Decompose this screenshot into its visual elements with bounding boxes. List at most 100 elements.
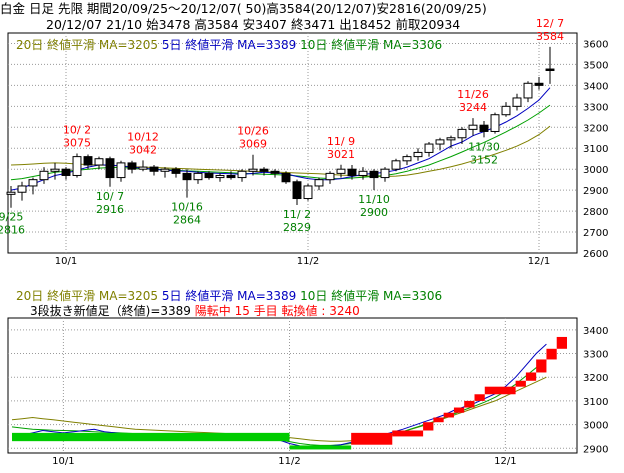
bricks-ytick-label: 2900 (583, 444, 608, 455)
price-ytick-label: 2700 (583, 228, 608, 239)
candle-body (303, 185, 313, 200)
candle-body (534, 82, 544, 86)
candle-body (6, 191, 16, 195)
low-annotation-value: 2916 (96, 203, 124, 216)
ma5-legend-bottom: 5日 終値平滑 MA=3389 (161, 289, 297, 303)
candle-body (226, 174, 236, 179)
price-ytick-label: 3400 (583, 81, 608, 92)
ma10-legend: 10日 終値平滑 MA=3306 (300, 38, 443, 52)
high-annotation-value: 3069 (239, 138, 267, 151)
candle-body (446, 137, 456, 141)
breakout-turn: 転換値 : 3240 (281, 304, 360, 318)
candle-body (457, 128, 467, 139)
candle-body (39, 170, 49, 181)
candle-body (61, 168, 71, 176)
bricks-xtick-label: 11/2 (278, 456, 300, 467)
candle-body (501, 105, 511, 116)
low-annotation-value: 2829 (283, 221, 311, 234)
ma5-legend: 5日 終値平滑 MA=3389 (161, 38, 297, 52)
low-annotation-date: 10/16 (171, 201, 203, 214)
bricks-ytick-label: 3200 (583, 373, 608, 384)
high-annotation-value: 3244 (459, 101, 487, 114)
price-ytick-label: 3500 (583, 60, 608, 71)
breakout-status: 陽転中 (194, 304, 231, 318)
candle-body (545, 68, 555, 72)
candle-body (490, 114, 500, 132)
candle-body (424, 143, 434, 153)
price-xtick-label: 11/2 (297, 256, 319, 267)
price-ytick-label: 3300 (583, 102, 608, 113)
low-annotation-date: 11/10 (358, 193, 390, 206)
candle-body (50, 168, 60, 172)
candle-body (149, 166, 159, 172)
bricks-ytick-label: 3000 (583, 421, 608, 432)
candle-body (116, 162, 126, 179)
ma20-legend-bottom: 20日 終値平滑 MA=3205 (16, 289, 159, 303)
ma10-legend-bottom: 10日 終値平滑 MA=3306 (300, 289, 443, 303)
low-annotation-date: 9/25 (0, 211, 23, 224)
candle-body (127, 162, 137, 170)
high-annotation-date: 11/26 (457, 88, 489, 101)
brick-up (536, 359, 547, 373)
bricks-xtick-label: 10/1 (52, 456, 74, 467)
price-ytick-label: 3100 (583, 144, 608, 155)
candle-body (215, 174, 225, 179)
candle-body (292, 181, 302, 200)
candle-body (413, 151, 423, 158)
candle-body (391, 160, 401, 170)
candle-body (435, 139, 445, 145)
breakout-count: 15 手目 (234, 304, 278, 318)
candle-body (402, 156, 412, 162)
bricks-xtick-label: 12/1 (494, 456, 516, 467)
candle-body (28, 179, 38, 187)
high-annotation-date: 12/ 7 (536, 17, 564, 30)
brick-up (556, 336, 567, 349)
candle-body (193, 172, 203, 181)
header-line-2: 20/12/07 21/10 始3478 高3584 安3407 終3471 出… (46, 17, 461, 32)
candle-body (336, 168, 346, 174)
ma-legend-bottom: 20日 終値平滑 MA=3205 5日 終値平滑 MA=3389 10日 終値平… (16, 289, 442, 303)
candle-body (479, 124, 489, 132)
brick-up (443, 412, 454, 418)
price-xtick-label: 12/1 (528, 256, 550, 267)
candle-body (105, 158, 115, 179)
breakout-info: 3段抜き新値足（終値)=3389 陽転中 15 手目 転換値 : 3240 (30, 304, 360, 318)
low-annotation-date: 11/ 2 (283, 208, 311, 221)
bricks-ytick-label: 3400 (583, 326, 608, 337)
candle-body (325, 172, 335, 181)
brick-down (12, 432, 290, 442)
low-annotation-date: 10/ 7 (96, 190, 124, 203)
bricks-frame (7, 317, 578, 454)
candle-body (182, 172, 192, 181)
candle-body (523, 82, 533, 99)
high-annotation-value: 3042 (129, 143, 157, 156)
low-annotation-value: 2864 (173, 214, 201, 227)
ma20-legend: 20日 終値平滑 MA=3205 (16, 38, 159, 52)
price-ytick-label: 2900 (583, 186, 608, 197)
low-annotation-date: 11/30 (468, 140, 500, 153)
candle-body (259, 168, 269, 172)
breakout-close: 3段抜き新値足（終値)=3389 (30, 304, 191, 318)
price-ytick-label: 3600 (583, 39, 608, 50)
brick-up (484, 386, 516, 395)
brick-down (289, 445, 352, 450)
high-annotation-date: 11/ 9 (327, 135, 355, 148)
candle-body (94, 158, 104, 166)
brick-up (515, 380, 526, 387)
brick-up (453, 407, 465, 413)
brick-up (392, 430, 424, 437)
candle-body (171, 168, 181, 174)
low-annotation-value: 3152 (470, 153, 498, 166)
candle-body (83, 156, 93, 166)
price-xtick-label: 10/1 (55, 256, 77, 267)
candle-body (138, 166, 148, 170)
candle-body (237, 170, 247, 179)
brick-up (525, 372, 537, 381)
candle-body (270, 170, 280, 174)
brick-up (546, 348, 557, 360)
brick-up (423, 422, 434, 431)
brick-up (474, 394, 485, 401)
candle-body (160, 168, 170, 172)
